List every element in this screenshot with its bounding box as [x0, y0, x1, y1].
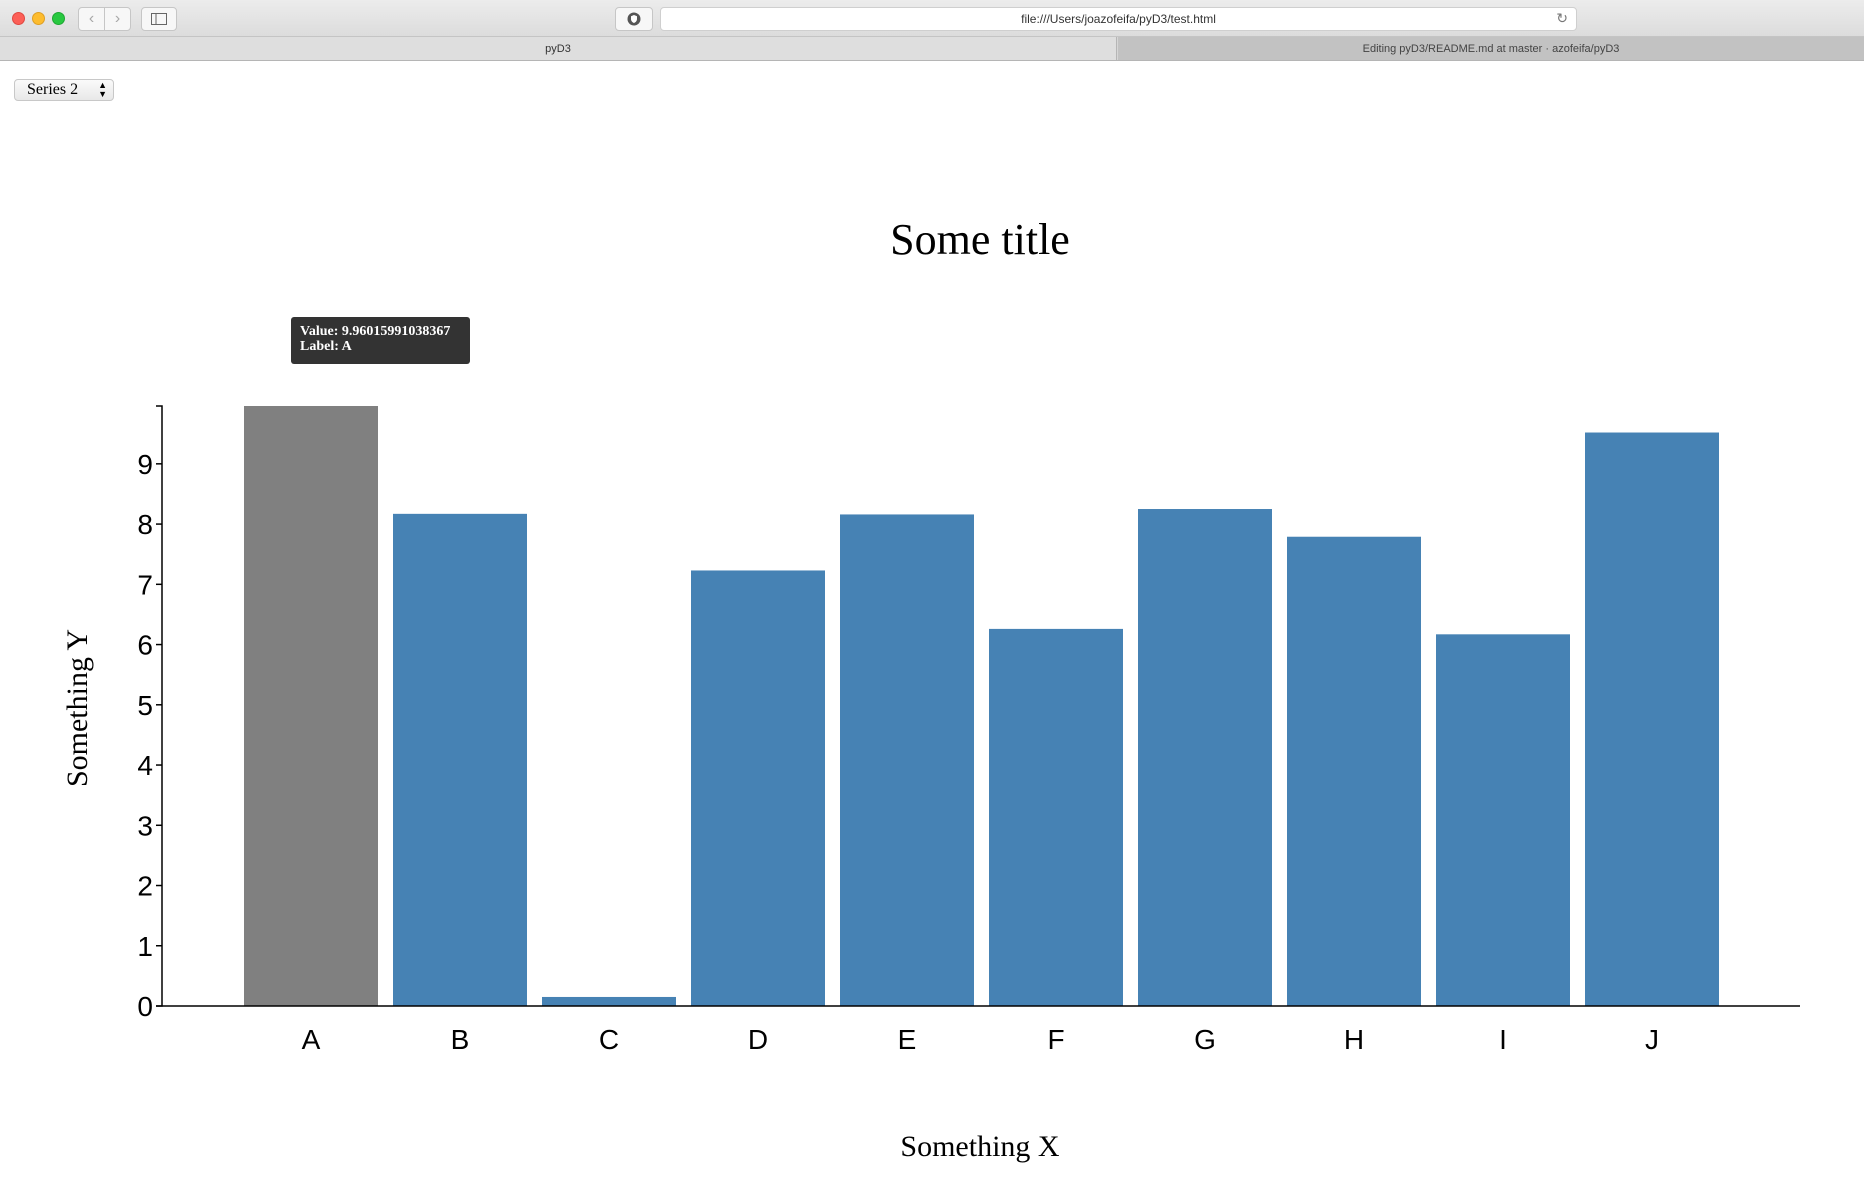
y-tick-label: 3	[137, 810, 153, 841]
url-text: file:///Users/joazofeifa/pyD3/test.html	[1021, 12, 1216, 26]
tooltip-value: Value: 9.96015991038367	[300, 324, 451, 339]
bar-f[interactable]	[989, 628, 1123, 1006]
y-tick-label: 7	[137, 569, 153, 600]
bar-c[interactable]	[542, 996, 676, 1006]
y-tick-label: 4	[137, 750, 153, 781]
sidebar-toggle-button[interactable]	[141, 7, 177, 31]
x-tick-label: E	[898, 1024, 917, 1055]
bar-i[interactable]	[1436, 634, 1570, 1006]
bar-a[interactable]	[244, 406, 378, 1006]
tooltip-label: Label: A	[300, 339, 352, 354]
chart-title: Some title	[890, 215, 1070, 264]
tab-readme-editor[interactable]: Editing pyD3/README.md at master · azofe…	[1118, 37, 1864, 60]
y-tick-label: 0	[137, 991, 153, 1022]
tab-label: Editing pyD3/README.md at master · azofe…	[1362, 42, 1620, 55]
bar-j[interactable]	[1585, 432, 1719, 1006]
chevron-left-icon: ‹	[88, 10, 95, 27]
tab-bar: pyD3 Editing pyD3/README.md at master · …	[0, 37, 1864, 61]
x-tick-label: F	[1047, 1024, 1064, 1055]
y-tick-label: 1	[137, 931, 153, 962]
bar-b[interactable]	[393, 513, 527, 1006]
tab-pyd3[interactable]: pyD3	[0, 37, 1117, 60]
x-tick-label: B	[451, 1024, 470, 1055]
x-tick-label: A	[302, 1024, 321, 1055]
x-tick-label: J	[1645, 1024, 1659, 1055]
y-axis-label: Something Y	[61, 629, 94, 787]
series-select[interactable]: Series 2 ▲ ▼	[14, 79, 114, 101]
y-tick-label: 8	[137, 509, 153, 540]
sidebar-icon	[151, 13, 167, 25]
privacy-button[interactable]	[615, 7, 653, 31]
zoom-window-button[interactable]	[52, 12, 65, 25]
minimize-window-button[interactable]	[32, 12, 45, 25]
y-tick-label: 2	[137, 871, 153, 902]
series-select-value: Series 2	[27, 81, 79, 98]
x-tick-label: G	[1194, 1024, 1216, 1055]
bar-g[interactable]	[1138, 509, 1272, 1006]
shield-icon	[627, 12, 641, 26]
bar-d[interactable]	[691, 570, 825, 1006]
reload-icon[interactable]: ↻	[1556, 10, 1568, 26]
y-axis-line	[156, 405, 163, 1007]
x-axis-label: Something X	[900, 1130, 1060, 1163]
x-tick-label: D	[748, 1024, 768, 1055]
chevron-right-icon: ›	[114, 10, 121, 27]
select-arrows-icon: ▲ ▼	[98, 80, 107, 99]
x-tick-label: H	[1344, 1024, 1364, 1055]
address-bar[interactable]: file:///Users/joazofeifa/pyD3/test.html …	[660, 7, 1577, 31]
y-tick-label: 5	[137, 690, 153, 721]
x-tick-label: I	[1499, 1024, 1507, 1055]
y-tick-label: 6	[137, 630, 153, 661]
bar-e[interactable]	[840, 514, 974, 1006]
x-tick-label: C	[599, 1024, 619, 1055]
tab-label: pyD3	[545, 42, 571, 55]
bar-h[interactable]	[1287, 536, 1421, 1006]
browser-titlebar: ‹ › file:///Users/joazofeifa/pyD3/test.h…	[0, 0, 1864, 37]
forward-button[interactable]: ›	[104, 7, 131, 31]
close-window-button[interactable]	[12, 12, 25, 25]
bar-tooltip: Value: 9.96015991038367 Label: A	[291, 317, 470, 364]
back-button[interactable]: ‹	[78, 7, 105, 31]
y-tick-label: 9	[137, 449, 153, 480]
